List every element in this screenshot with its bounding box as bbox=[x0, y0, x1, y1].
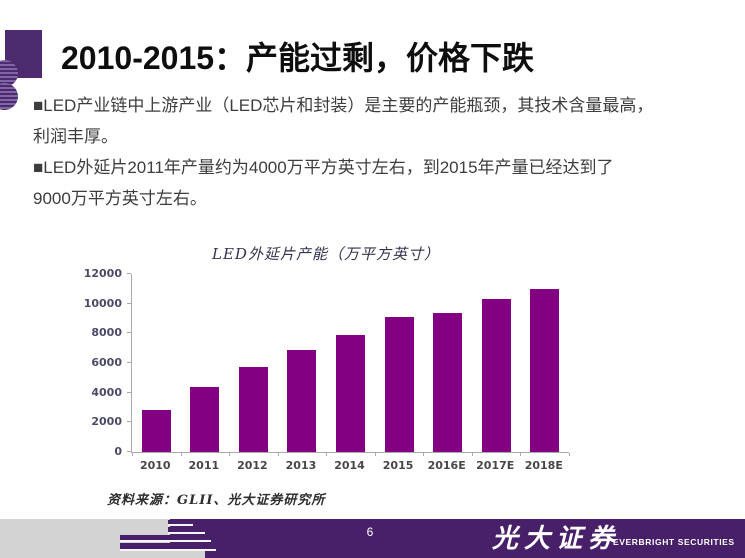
bar-2016E bbox=[433, 312, 463, 452]
brand-english-wordmark: EVERBRIGHT SECURITIES bbox=[613, 537, 735, 547]
bullet-line: 9000万平方英寸左右。 bbox=[33, 189, 207, 208]
y-tick-label: 8000 bbox=[91, 326, 122, 340]
x-tick-label: 2011 bbox=[188, 459, 220, 472]
x-tick-mark bbox=[471, 453, 473, 456]
footer-stair-step bbox=[168, 520, 189, 524]
y-tick-label: 6000 bbox=[91, 356, 122, 369]
footer-stair-step bbox=[168, 532, 205, 534]
bar-2010 bbox=[141, 409, 171, 452]
footer-stair-decoration bbox=[0, 551, 205, 558]
x-tick-mark bbox=[423, 453, 425, 456]
bar-slot bbox=[472, 274, 521, 452]
logo-striped-circle-icon bbox=[0, 60, 18, 87]
bar-2013 bbox=[287, 349, 317, 452]
x-tick-mark bbox=[326, 453, 328, 456]
x-tick-label: 2014 bbox=[334, 459, 365, 472]
x-tick-mark bbox=[374, 453, 376, 456]
x-tick-label: 2017E bbox=[476, 459, 515, 472]
y-tick-mark bbox=[127, 362, 131, 363]
footer-stair-step bbox=[120, 540, 211, 542]
bullet-line: 利润丰厚。 bbox=[33, 127, 118, 146]
x-tick-label: 2010 bbox=[139, 459, 171, 472]
bar-slot bbox=[181, 274, 230, 452]
footer-stair-step bbox=[120, 535, 207, 540]
body-text-block: ■LED产业链中上游产业（LED芯片和封装）是主要的产能瓶颈，其技术含量最高， … bbox=[33, 90, 733, 214]
bar-plot bbox=[127, 273, 570, 456]
bar-slot bbox=[521, 274, 570, 452]
bar-2017E bbox=[481, 299, 511, 452]
y-tick-mark bbox=[127, 332, 131, 334]
source-note: 资料来源：GLII、光大证券研究所 bbox=[107, 493, 326, 508]
chart-title: LED外延片产能（万平方英寸） bbox=[212, 245, 440, 263]
y-tick-mark bbox=[127, 302, 131, 304]
bar-slot bbox=[132, 274, 181, 452]
x-tick-label: 2013 bbox=[285, 459, 317, 472]
x-axis-labels: 2010 2011 2012 2013 2014 2015 2016E 2017E 2018E bbox=[131, 459, 568, 472]
y-tick-label: 0 bbox=[114, 445, 122, 458]
footer-stair-step bbox=[120, 543, 212, 549]
x-tick-mark bbox=[229, 453, 231, 456]
x-tick-mark bbox=[520, 453, 522, 456]
page-number: 6 bbox=[366, 525, 374, 539]
brand-chinese-wordmark: 光大证券 bbox=[492, 524, 621, 554]
x-tick-label: 2015 bbox=[382, 459, 414, 472]
bar-2015 bbox=[384, 317, 414, 452]
x-tick-mark bbox=[132, 453, 133, 456]
everbright-logo-mark bbox=[0, 30, 42, 110]
x-tick-label: 2012 bbox=[237, 459, 268, 472]
bullet-line: ■LED外延片2011年产量约为4000万平方英寸左右，到2015年产量已经达到… bbox=[33, 158, 614, 177]
footer-stair-step bbox=[168, 524, 193, 526]
y-tick-mark bbox=[127, 391, 131, 393]
bar-slot bbox=[326, 274, 375, 452]
y-tick-label: 10000 bbox=[83, 296, 122, 310]
x-tick-mark bbox=[277, 453, 279, 456]
bullet-line: ■LED产业链中上游产业（LED芯片和封装）是主要的产能瓶颈，其技术含量最高， bbox=[33, 96, 654, 115]
y-tick-mark bbox=[127, 421, 131, 423]
bar-2014 bbox=[336, 334, 366, 452]
x-tick-mark bbox=[569, 453, 570, 456]
y-tick-label: 4000 bbox=[91, 385, 122, 399]
footer-stair-step bbox=[120, 549, 216, 551]
logo-striped-circle-icon bbox=[0, 83, 18, 110]
y-axis-labels: 0 2000 4000 6000 8000 10000 12000 bbox=[60, 268, 122, 458]
bar-slot bbox=[375, 274, 424, 452]
bar-slot bbox=[229, 274, 278, 452]
x-tick-label: 2016E bbox=[427, 459, 466, 472]
y-tick-mark bbox=[127, 273, 131, 274]
bar-2018E bbox=[530, 288, 560, 452]
y-tick-label: 2000 bbox=[91, 415, 122, 429]
footer-stair-step bbox=[168, 527, 201, 532]
bar-2011 bbox=[190, 386, 220, 452]
slide-title: 2010-2015：产能过剩，价格下跌 bbox=[61, 40, 535, 76]
y-tick-mark bbox=[127, 451, 131, 452]
y-tick-label: 12000 bbox=[83, 267, 122, 280]
bar-slot bbox=[278, 274, 327, 452]
x-tick-label: 2018E bbox=[524, 459, 563, 472]
x-tick-mark bbox=[180, 453, 182, 456]
bar-2012 bbox=[238, 367, 268, 452]
bar-slot bbox=[423, 274, 472, 452]
